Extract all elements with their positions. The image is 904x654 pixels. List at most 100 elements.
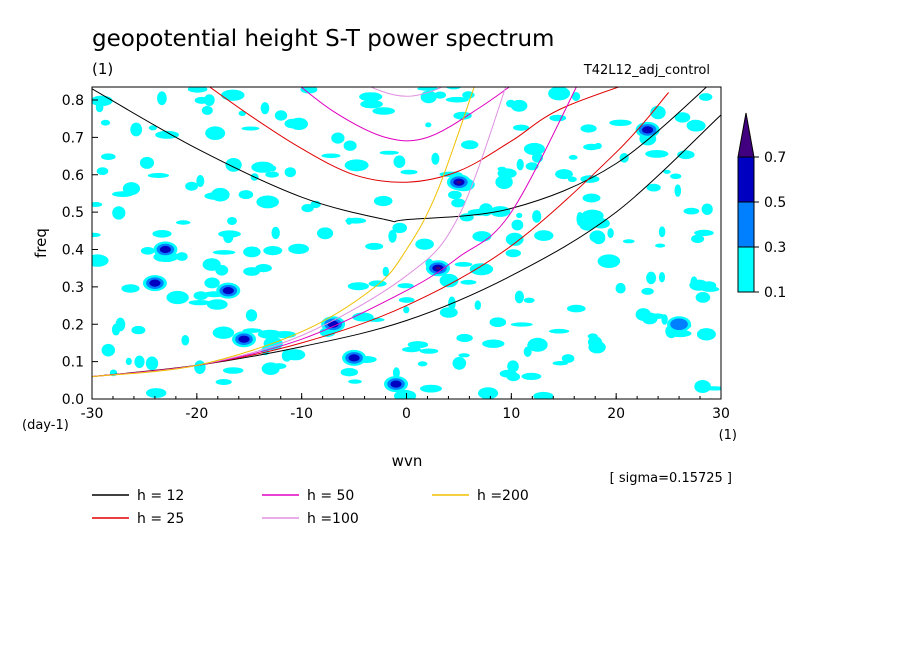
- noise-blob: [140, 247, 155, 255]
- noise-blob: [434, 91, 446, 99]
- noise-blob: [344, 159, 369, 172]
- legend-label: h = 12: [137, 488, 184, 504]
- noise-blob: [508, 362, 519, 373]
- y-tick-label: 0.1: [62, 355, 84, 371]
- noise-blob: [452, 356, 467, 370]
- noise-blob: [474, 300, 481, 311]
- run-label: T42L12_adj_control: [583, 63, 710, 78]
- curve-h-12: [92, 87, 708, 223]
- noise-blob: [346, 217, 353, 225]
- noise-blob: [130, 122, 143, 137]
- noise-blob: [417, 361, 428, 367]
- noise-blob: [285, 349, 306, 361]
- noise-blob: [196, 175, 205, 187]
- noise-blob: [607, 228, 614, 239]
- noise-blob: [300, 87, 318, 94]
- noise-blob: [288, 243, 309, 254]
- x-tick-label: -30: [81, 406, 104, 422]
- noise-blob: [347, 282, 369, 291]
- noise-blob: [372, 107, 396, 115]
- noise-blob: [459, 213, 474, 222]
- noise-blob: [588, 341, 606, 354]
- noise-blob: [194, 360, 206, 375]
- x-axis: -30 -20 -10 0 10 20 30: [81, 393, 730, 422]
- noise-blob: [534, 230, 554, 241]
- noise-blob: [696, 328, 716, 341]
- noise-blob: [145, 356, 159, 371]
- noise-blob: [146, 388, 167, 398]
- noise-blob: [101, 153, 116, 160]
- noise-blob: [478, 387, 499, 399]
- noise-blob: [260, 102, 270, 115]
- noise-blob: [505, 249, 521, 258]
- noise-blob: [340, 368, 358, 377]
- spectral-peak-4: [222, 287, 234, 295]
- x-tick-label: 10: [502, 406, 520, 422]
- noise-blob: [92, 95, 113, 107]
- noise-blob: [301, 204, 314, 213]
- legend-label: h = 50: [307, 488, 354, 504]
- noise-blob: [265, 171, 279, 178]
- noise-blob: [181, 335, 190, 346]
- noise-blob: [686, 119, 705, 132]
- noise-blob: [407, 341, 429, 349]
- colorbar-band: [737, 156, 755, 203]
- noise-blob: [655, 243, 666, 248]
- noise-blob: [674, 112, 691, 123]
- noise-blob: [394, 389, 417, 399]
- noise-blob: [505, 232, 524, 246]
- noise-blob: [245, 309, 258, 322]
- noise-blob: [674, 184, 682, 197]
- noise-blob: [379, 150, 399, 155]
- noise-blob: [348, 379, 362, 384]
- noise-blob: [497, 168, 517, 179]
- noise-blob: [448, 190, 462, 200]
- spectral-peak-9: [448, 78, 459, 85]
- noise-blob: [516, 158, 524, 171]
- noise-blob: [243, 267, 260, 276]
- noise-blob: [646, 271, 657, 285]
- colorbar-band: [737, 201, 755, 248]
- x-units-label: (1): [719, 428, 737, 443]
- noise-blob: [425, 122, 432, 128]
- x-tick-label: 0: [402, 406, 411, 422]
- noise-blob: [176, 252, 188, 261]
- noise-blob: [523, 142, 545, 156]
- noise-blob: [663, 169, 671, 174]
- noise-blob: [431, 152, 440, 165]
- noise-blob: [695, 292, 711, 303]
- noise-blob: [388, 229, 397, 243]
- legend-label: h = 25: [137, 511, 184, 527]
- noise-blob: [489, 317, 507, 328]
- noise-blob: [92, 202, 103, 207]
- spectral-peak-0: [456, 180, 462, 184]
- noise-blob: [212, 326, 235, 339]
- noise-blob: [635, 308, 651, 321]
- noise-blob: [532, 210, 542, 223]
- noise-blob: [499, 369, 517, 378]
- colorbar-label: 0.1: [764, 285, 786, 301]
- legend-label: h =100: [307, 511, 359, 527]
- noise-blob: [683, 207, 700, 215]
- noise-blob: [204, 94, 215, 106]
- spectral-peak-11: [670, 318, 688, 331]
- x-tick-label: -20: [185, 406, 208, 422]
- legend-label: h =200: [477, 488, 529, 504]
- noise-blob: [456, 333, 473, 343]
- noise-blob: [650, 105, 666, 120]
- noise-blob: [454, 262, 473, 267]
- noise-blob: [609, 119, 632, 127]
- noise-blob: [567, 176, 577, 183]
- noise-blob: [212, 250, 236, 255]
- noise-blob: [125, 357, 132, 365]
- noise-blob: [417, 87, 439, 91]
- spectral-peak-2: [149, 279, 161, 287]
- curve-h-100: [370, 87, 443, 97]
- noise-blob: [592, 232, 606, 245]
- noise-blob: [597, 254, 621, 268]
- noise-blob: [100, 119, 111, 126]
- spectral-peak-7: [390, 380, 402, 388]
- noise-blob: [420, 384, 442, 393]
- noise-blob: [579, 218, 596, 231]
